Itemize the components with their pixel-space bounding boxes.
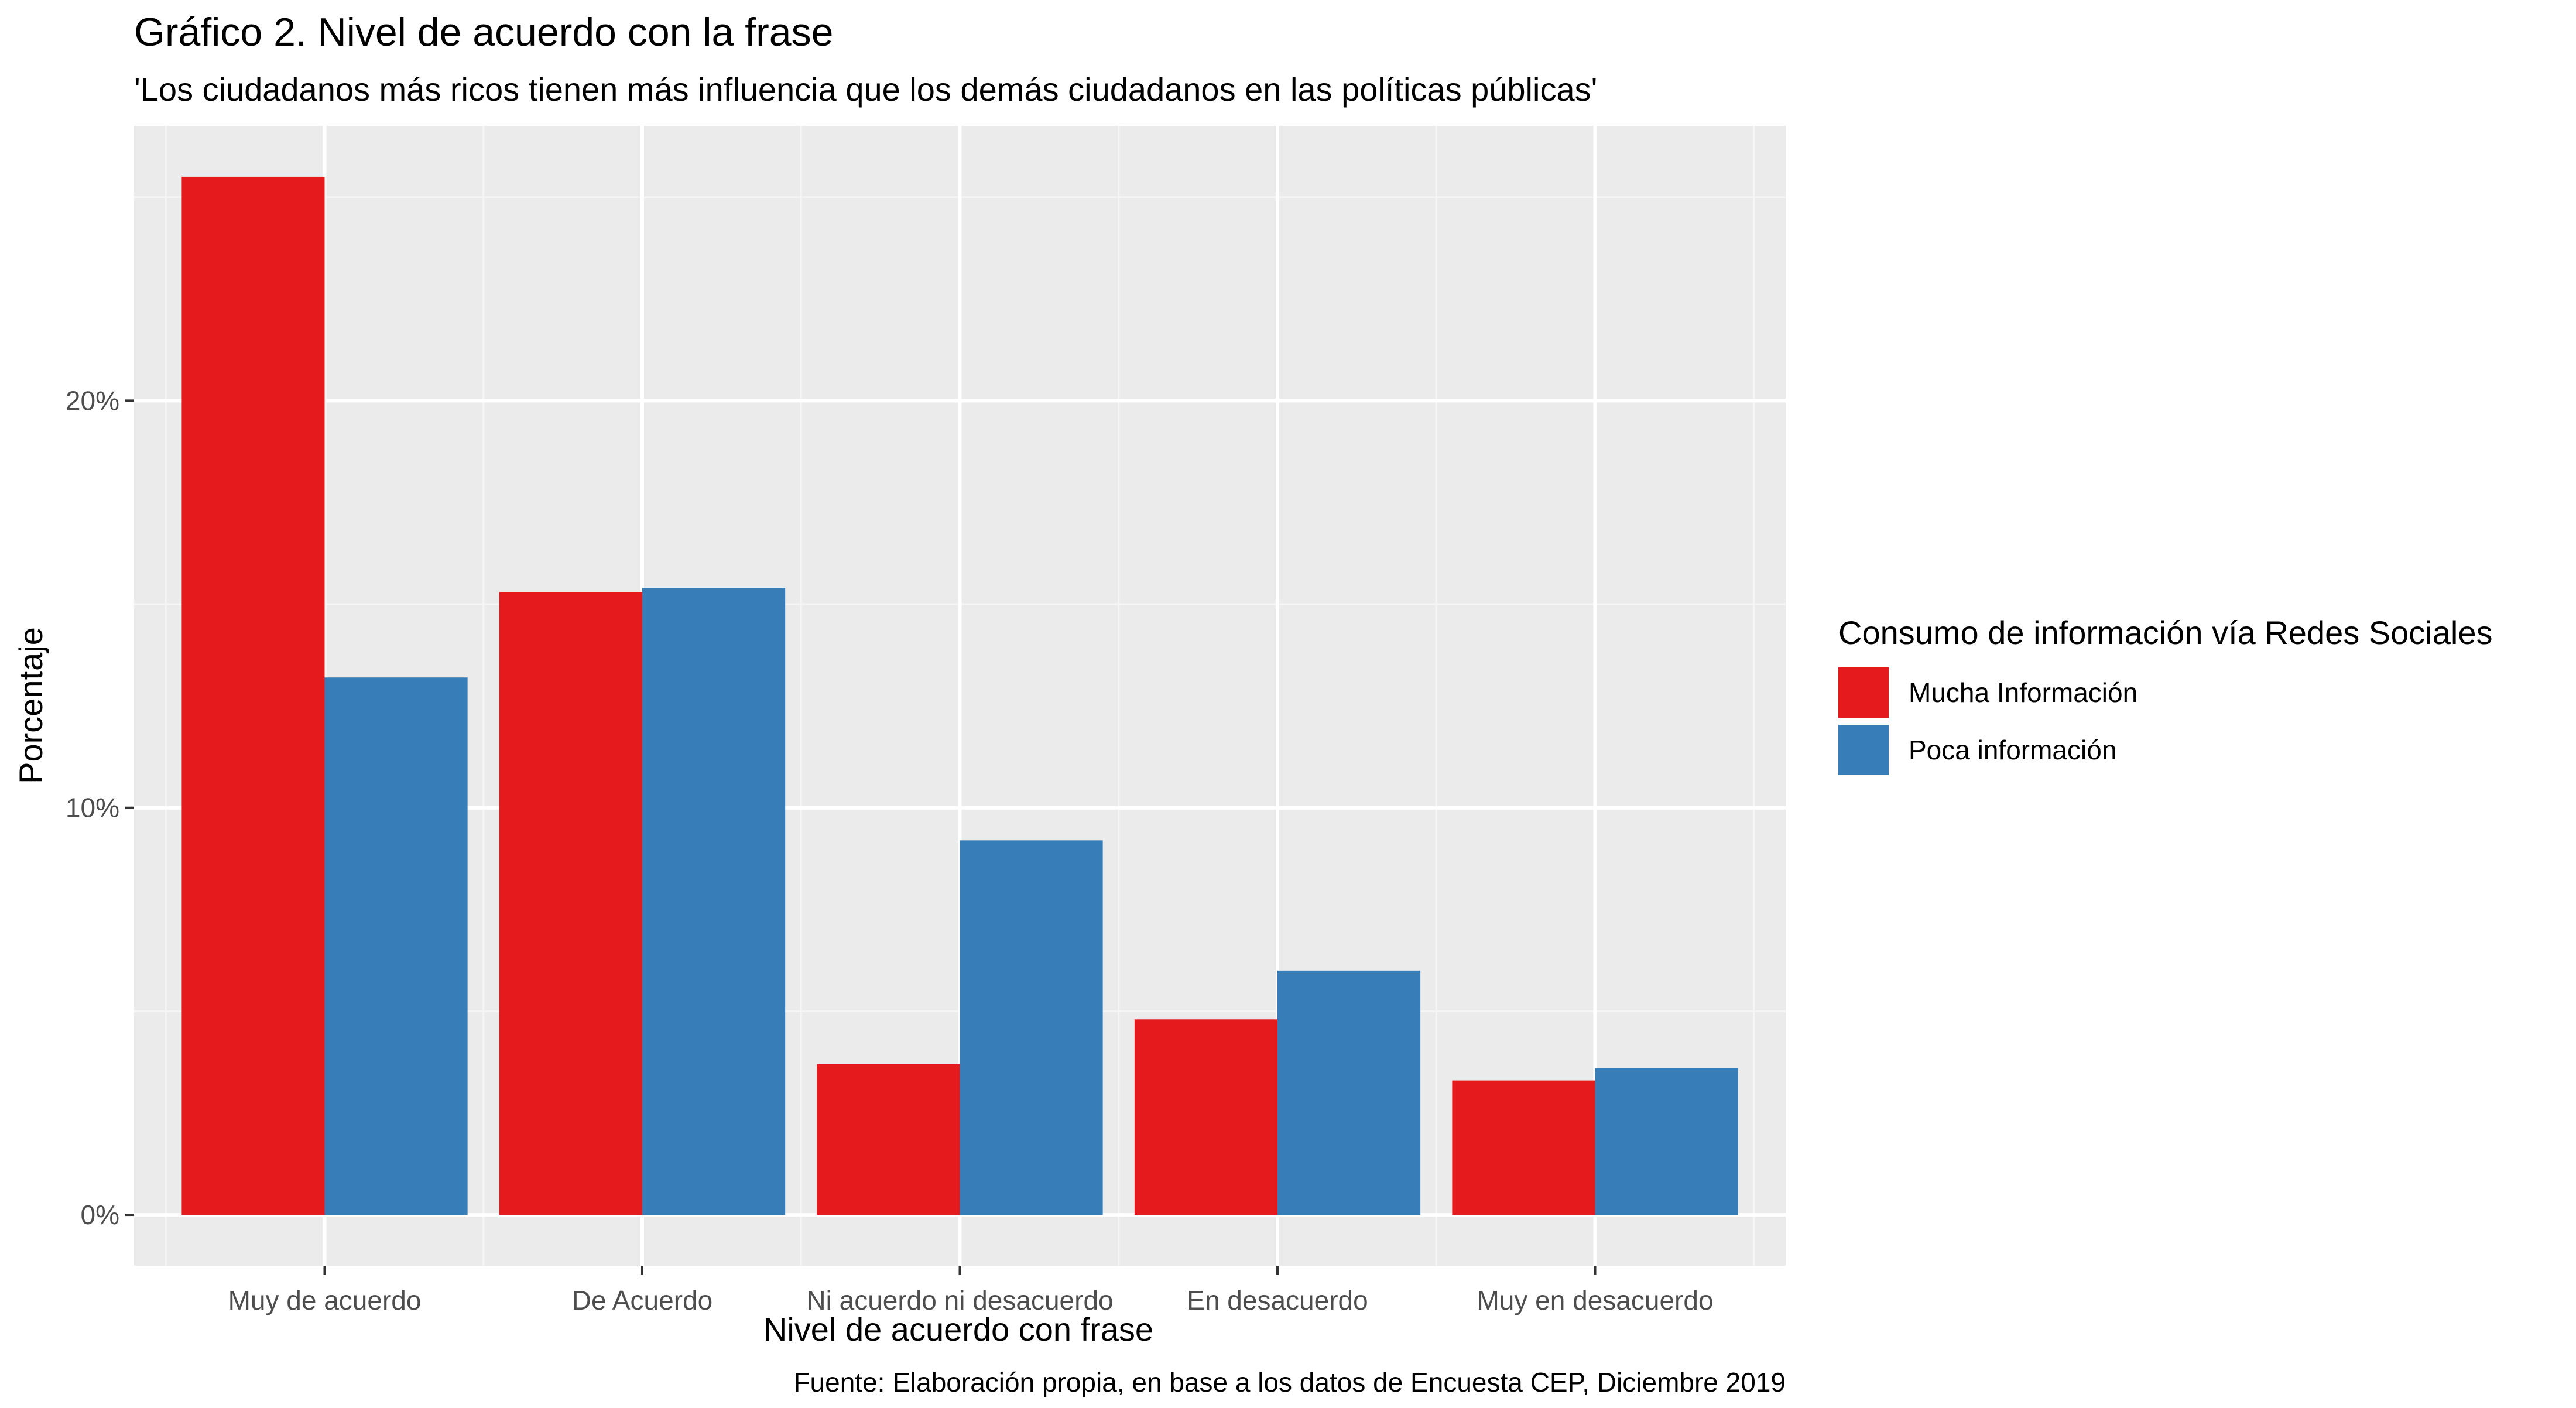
legend: Consumo de información vía Redes Sociale… (1838, 614, 2492, 775)
x-tick-label: De Acuerdo (572, 1285, 712, 1315)
legend-key (1838, 667, 1889, 718)
bar (324, 677, 468, 1215)
bar (1595, 1068, 1738, 1215)
bar (1134, 1019, 1277, 1215)
bars (181, 176, 1738, 1215)
x-tick-label: Muy en desacuerdo (1477, 1285, 1713, 1315)
bar (960, 840, 1103, 1215)
legend-key (1838, 725, 1889, 775)
bar (642, 588, 786, 1215)
y-axis: 0% 10% 20% (66, 385, 134, 1230)
y-tick-label: 0% (81, 1200, 119, 1230)
x-axis: Muy de acuerdo De Acuerdo Ni acuerdo ni de… (228, 1266, 1714, 1315)
legend-title: Consumo de información vía Redes Sociale… (1838, 614, 2492, 651)
x-tick-label: Muy de acuerdo (228, 1285, 422, 1315)
x-tick-label: En desacuerdo (1187, 1285, 1368, 1315)
bar (181, 176, 325, 1215)
y-tick-label: 10% (66, 793, 119, 823)
legend-label: Mucha Información (1909, 677, 2137, 708)
bar (1277, 970, 1421, 1215)
chart-caption: Fuente: Elaboración propia, en base a lo… (793, 1367, 1786, 1397)
bar (817, 1064, 960, 1215)
legend-label: Poca información (1909, 735, 2116, 765)
chart-title: Gráfico 2. Nivel de acuerdo con la frase (134, 10, 833, 54)
y-axis-title: Porcentaje (12, 627, 49, 784)
x-tick-label: Ni acuerdo ni desacuerdo (806, 1285, 1113, 1315)
bar (499, 592, 642, 1215)
legend-items: Mucha Información Poca información (1838, 667, 2137, 775)
y-tick-label: 20% (66, 385, 119, 416)
x-axis-title: Nivel de acuerdo con frase (763, 1311, 1153, 1348)
bar (1452, 1080, 1595, 1215)
chart-subtitle: 'Los ciudadanos más ricos tienen más inf… (134, 71, 1597, 108)
